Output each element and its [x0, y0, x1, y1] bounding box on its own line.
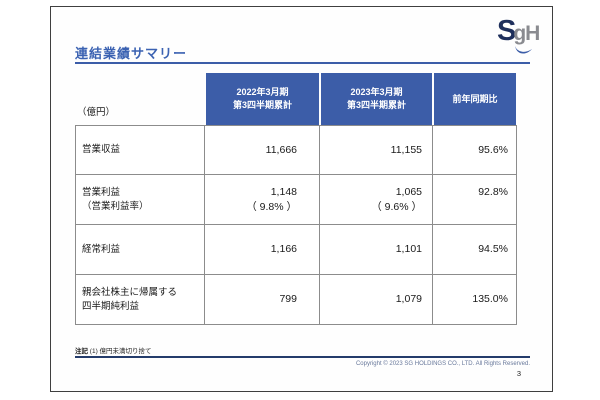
footnote-label: 注記: [75, 348, 88, 355]
table-row-ordinary-profit: 経常利益 1,166 1,101 94.5%: [75, 225, 517, 275]
footnote-text: (1) 億円未満切り捨て: [88, 348, 152, 355]
cell-yoy: 92.8%: [433, 175, 517, 225]
logo-letter-g: g: [513, 22, 527, 45]
cell-fy2022: 1,148 （ 9.8% ）: [205, 175, 320, 225]
row-label: 営業利益 （営業利益率）: [75, 175, 205, 225]
unit-label: （億円）: [77, 107, 116, 118]
logo-letter-h: H: [525, 22, 541, 45]
column-header-yoy: 前年同期比: [434, 73, 516, 125]
cell-fy2023: 1,079: [320, 275, 433, 325]
row-label: 経常利益: [75, 225, 205, 275]
cell-fy2023: 1,065 （ 9.6% ）: [320, 175, 433, 225]
column-header-fy2022: 2022年3月期 第3四半期累計: [206, 73, 319, 125]
table-row-operating-revenue: 営業収益 11,666 11,155 95.6%: [75, 125, 517, 175]
copyright-text: Copyright © 2023 SG HOLDINGS CO., LTD. A…: [355, 361, 530, 367]
footnote: 注記 (1) 億円未満切り捨て: [75, 345, 152, 355]
footer-divider-line: [75, 356, 530, 358]
row-label: 親会社株主に帰属する 四半期純利益: [75, 275, 205, 325]
cell-fy2022: 1,166: [205, 225, 320, 275]
page-number: 3: [516, 369, 521, 378]
sg-holdings-logo: SgH: [497, 15, 551, 55]
table-row-operating-profit: 営業利益 （営業利益率） 1,148 （ 9.8% ） 1,065 （ 9.6%…: [75, 175, 517, 225]
slide-title: 連結業績サマリー: [75, 46, 188, 61]
cell-yoy: 94.5%: [433, 225, 517, 275]
column-header-fy2023: 2023年3月期 第3四半期累計: [321, 73, 432, 125]
cell-fy2022: 799: [205, 275, 320, 325]
table-row-net-profit: 親会社株主に帰属する 四半期純利益 799 1,079 135.0%: [75, 275, 517, 325]
cell-fy2023: 1,101: [320, 225, 433, 275]
logo-swoosh-icon: [513, 42, 533, 60]
presentation-slide: SgH 連結業績サマリー （億円） 2022年3月期 第3四半期累計 2023年…: [50, 6, 553, 392]
cell-yoy: 135.0%: [433, 275, 517, 325]
cell-fy2022: 11,666: [205, 125, 320, 175]
results-summary-table: （億円） 2022年3月期 第3四半期累計 2023年3月期 第3四半期累計 前…: [75, 73, 517, 325]
cell-fy2023: 11,155: [320, 125, 433, 175]
table-header-row: （億円） 2022年3月期 第3四半期累計 2023年3月期 第3四半期累計 前…: [75, 73, 517, 125]
title-underline: [75, 62, 530, 64]
row-label: 営業収益: [75, 125, 205, 175]
cell-yoy: 95.6%: [433, 125, 517, 175]
logo-letter-s: S: [497, 15, 516, 47]
